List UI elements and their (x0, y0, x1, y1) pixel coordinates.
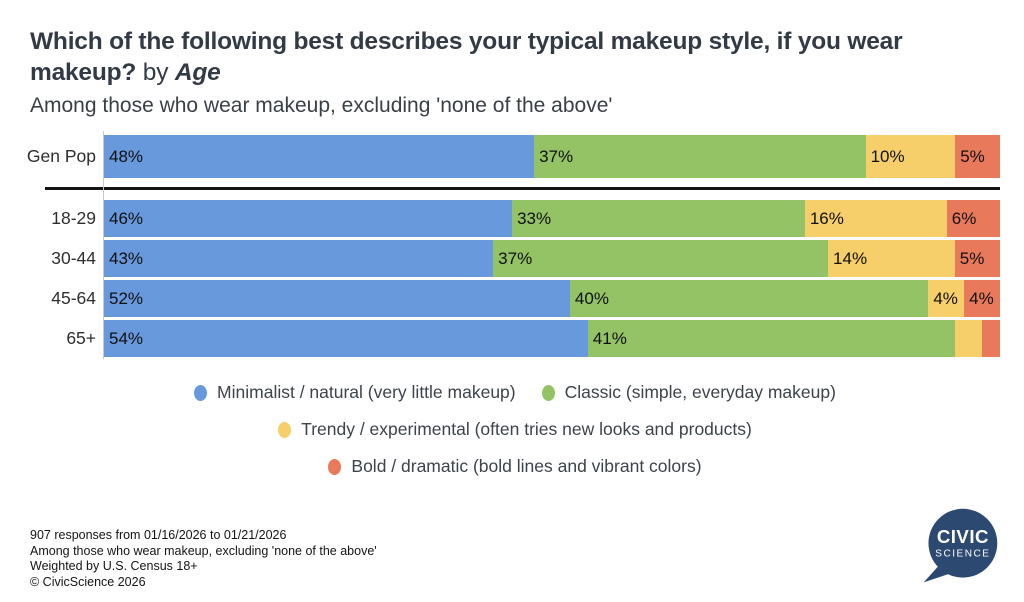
bar-segment: 52% (104, 280, 570, 317)
bar-segment: 10% (865, 135, 956, 178)
bar-row-18-29: 18-29 46% 33% 16% 6% (30, 200, 1000, 237)
bar-segment: 46% (104, 200, 513, 237)
footnote-line: Weighted by U.S. Census 18+ (30, 559, 198, 573)
bar-segment: 16% (804, 200, 947, 237)
civicscience-logo: CIVIC SCIENCE (923, 508, 998, 583)
bar-segment-value: 5% (960, 146, 985, 166)
legend-item: Bold / dramatic (bold lines and vibrant … (328, 456, 702, 477)
legend-label: Trendy / experimental (often tries new l… (301, 419, 752, 439)
bar-segment-value: 52% (109, 288, 144, 308)
legend-label: Minimalist / natural (very little makeup… (217, 382, 516, 402)
bar-segment: 4% (964, 280, 1001, 317)
bar-segment: 37% (493, 240, 829, 277)
legend-dot (328, 458, 342, 475)
bar-segment: 4% (928, 280, 965, 317)
legend-dot (194, 384, 208, 401)
bar-segment: 5% (954, 240, 1000, 277)
bar-segment: 33% (512, 200, 805, 237)
genpop-row-host: Gen Pop 48% 37% 10% 5% (26, 135, 1000, 178)
bar-segment-value: 40% (574, 288, 609, 308)
bar-segment: 6% (946, 200, 1000, 237)
bar-segment (955, 320, 983, 357)
bar-track: 52% 40% 4% 4% (104, 280, 1001, 317)
chart-title-connector: by (142, 59, 169, 86)
chart-title-dimension: Age (174, 59, 221, 86)
legend-row: Trendy / experimental (often tries new l… (30, 419, 1000, 440)
bar-segment: 41% (587, 320, 956, 357)
logo-bubble-circle (928, 508, 998, 578)
chart-title-question: Which of the following best describes yo… (30, 28, 903, 86)
legend-dot (541, 384, 555, 401)
bar-segment-value: 48% (109, 146, 144, 166)
bar-segment: 43% (104, 240, 494, 277)
logo-text-science: SCIENCE (935, 549, 990, 560)
footnote-line: © CivicScience 2026 (30, 574, 146, 589)
age-rows-host: 18-29 46% 33% 16% 6% 30-44 43% 37% 14% 5% 45-64 52%… (30, 200, 1001, 357)
bar-track: 43% 37% 14% 5% (104, 240, 1000, 277)
bar-track: 48% 37% 10% 5% (104, 135, 1000, 178)
bar-row-65+: 65+ 54% 41% (30, 320, 1000, 357)
legend-dot (278, 421, 292, 438)
bar-segment-value: 10% (870, 146, 905, 166)
legend-label: Bold / dramatic (bold lines and vibrant … (351, 456, 702, 476)
chart-title: Which of the following best describes yo… (30, 26, 1000, 88)
bar-segment: 37% (534, 135, 866, 178)
bar-segment-value: 4% (933, 288, 958, 308)
bar-segment-value: 46% (109, 208, 144, 228)
bar-segment-value: 37% (539, 146, 574, 166)
category-label: 30-44 (51, 248, 96, 268)
bar-segment: 54% (104, 320, 588, 357)
chart-footer: 907 responses from 01/16/2026 to 01/21/2… (30, 504, 1008, 590)
bar-segment-value: 43% (109, 248, 144, 268)
legend-item: Classic (simple, everyday makeup) (541, 382, 836, 403)
genpop-divider-line (45, 187, 1000, 190)
legend-item: Minimalist / natural (very little makeup… (194, 382, 516, 403)
bar-row-gen-pop: Gen Pop 48% 37% 10% 5% (26, 135, 1000, 178)
category-label: Gen Pop (26, 146, 96, 166)
bar-track: 54% 41% (104, 320, 1000, 357)
y-axis-line (103, 131, 104, 359)
category-label: 65+ (66, 328, 96, 348)
bar-segment-value: 16% (809, 208, 844, 228)
bar-segment (982, 320, 1000, 357)
legend-label: Classic (simple, everyday makeup) (564, 382, 836, 402)
bar-segment: 5% (955, 135, 1000, 178)
legend-row: Bold / dramatic (bold lines and vibrant … (30, 456, 1000, 477)
stacked-bar-chart: Gen Pop 48% 37% 10% 5% 18-29 46% 33% 16% 6% 30-44… (26, 131, 1001, 359)
bar-segment-value: 5% (959, 248, 985, 268)
bar-segment-value: 54% (109, 328, 144, 348)
bar-row-45-64: 45-64 52% 40% 4% 4% (30, 280, 1001, 317)
bar-segment: 14% (828, 240, 955, 277)
bar-segment-value: 14% (833, 248, 868, 268)
bar-segment: 48% (104, 135, 535, 178)
footnote-line: Among those who wear makeup, excluding '… (30, 543, 377, 558)
footnote-line: 907 responses from 01/16/2026 to 01/21/2… (30, 528, 287, 542)
bar-track: 46% 33% 16% 6% (104, 200, 1000, 237)
footnotes: 907 responses from 01/16/2026 to 01/21/2… (30, 528, 377, 590)
bar-segment-value: 41% (592, 328, 627, 348)
bar-row-30-44: 30-44 43% 37% 14% 5% (30, 240, 1000, 277)
category-label: 45-64 (51, 288, 96, 308)
chart-subtitle: Among those who wear makeup, excluding '… (30, 94, 613, 117)
bar-segment-value: 37% (498, 248, 533, 268)
chart-legend: Minimalist / natural (very little makeup… (30, 382, 1000, 477)
bar-segment-value: 6% (951, 208, 977, 228)
logo-text-civic: CIVIC (937, 526, 989, 547)
category-label: 18-29 (51, 208, 96, 228)
bar-segment-value: 4% (969, 288, 994, 308)
legend-row: Minimalist / natural (very little makeup… (30, 382, 1000, 403)
bar-segment: 40% (569, 280, 929, 317)
bar-segment-value: 33% (517, 208, 552, 228)
legend-item: Trendy / experimental (often tries new l… (278, 419, 752, 440)
